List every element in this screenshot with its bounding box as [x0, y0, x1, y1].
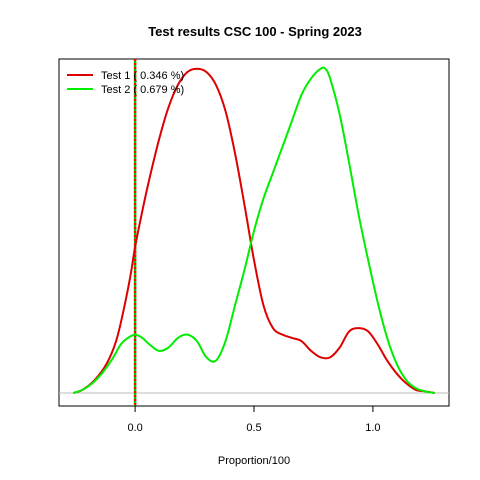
x-tick-label: 0.0: [127, 422, 142, 434]
series-layer: [72, 66, 435, 395]
x-axis: 0.0 0.5 1.0: [127, 405, 381, 434]
legend-label-test-2: Test 2 ( 0.679 %): [101, 84, 184, 96]
x-tick-label: 0.5: [246, 422, 261, 434]
x-tick-label: 1.0: [365, 422, 380, 434]
series-line-test-2: [72, 66, 435, 395]
legend-label-test-1: Test 1 ( 0.346 %): [101, 70, 184, 82]
x-axis-label: Proportion/100: [218, 455, 290, 467]
chart-title: Test results CSC 100 - Spring 2023: [148, 24, 362, 39]
series-line-test-1: [72, 67, 435, 395]
legend: Test 1 ( 0.346 %) Test 2 ( 0.679 %): [67, 70, 184, 96]
